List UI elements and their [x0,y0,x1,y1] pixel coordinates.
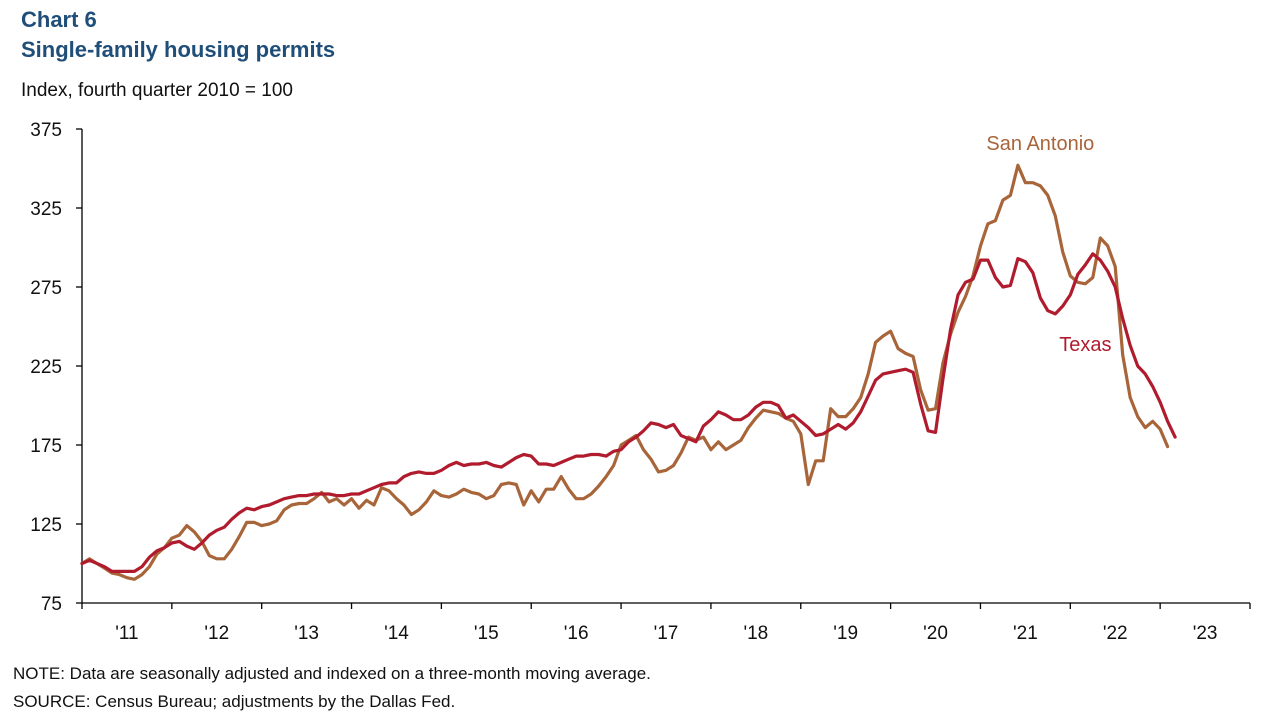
chart-note: NOTE: Data are seasonally adjusted and i… [13,664,651,683]
chart-source: SOURCE: Census Bureau; adjustments by th… [13,692,456,711]
x-tick-label: '22 [1103,623,1128,644]
chart-number: Chart 6 [21,7,97,32]
y-tick-label: 125 [30,515,62,536]
x-tick-label: '17 [654,623,679,644]
y-tick-label: 325 [30,199,62,220]
series-line-san-antonio [80,163,1170,581]
y-tick-label: 225 [30,357,62,378]
y-axis-label: Index, fourth quarter 2010 = 100 [21,80,294,101]
y-tick-label: 75 [41,594,62,615]
series-layer [80,163,1177,581]
x-tick-label: '14 [384,623,409,644]
y-tick-label: 175 [30,436,62,457]
x-tick-label: '16 [564,623,589,644]
chart-axes: 75 125 175 225 275 325 375 '11 '12 '13 '14 '15 '16 '1… [30,120,1251,644]
series-label-texas: Texas [1059,334,1111,356]
x-tick-label: '11 [115,623,138,644]
x-tick-label: '19 [833,623,858,644]
series-labels: San Antonio Texas [986,133,1111,356]
x-tick-label: '15 [474,623,499,644]
series-label-san-antonio: San Antonio [986,133,1094,155]
x-tick-label: '20 [923,623,948,644]
x-tick-label: '12 [204,623,229,644]
x-tick-label: '13 [294,623,319,644]
line-chart: 75 125 175 225 275 325 375 '11 '12 '13 '14 '15 '16 '1… [30,120,1251,644]
y-tick-label: 275 [30,278,62,299]
x-tick-label: '21 [1013,623,1038,644]
x-tick-label: '23 [1193,623,1218,644]
y-tick-label: 375 [30,120,62,141]
series-line-texas [80,252,1177,573]
x-tick-label: '18 [743,623,768,644]
chart-title: Single-family housing permits [21,37,336,62]
